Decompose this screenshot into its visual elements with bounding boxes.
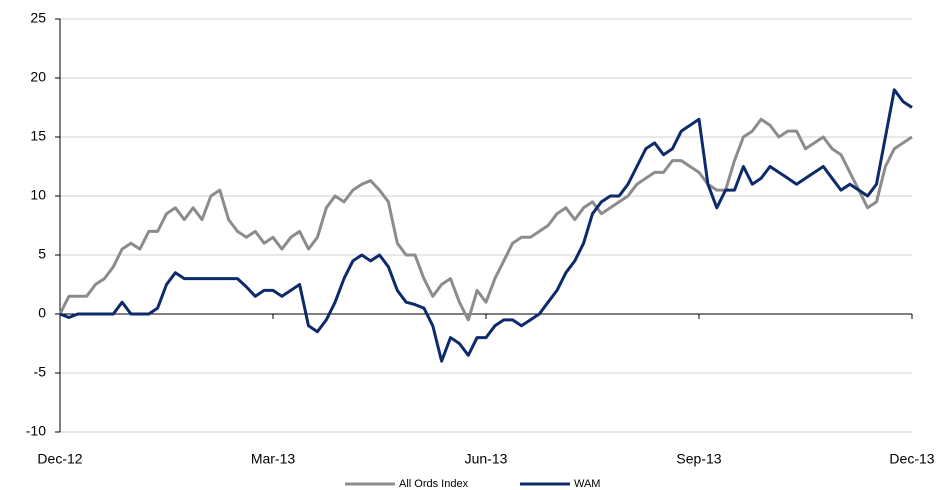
legend-label: WAM — [574, 478, 600, 490]
x-tick-label: Dec-12 — [37, 451, 82, 467]
y-tick-label: 15 — [30, 128, 46, 144]
x-tick-label: Dec-13 — [889, 451, 934, 467]
x-tick-label: Sep-13 — [676, 451, 721, 467]
y-tick-label: 0 — [38, 305, 46, 321]
y-tick-label: 20 — [30, 69, 46, 85]
y-tick-label: -5 — [34, 364, 47, 380]
y-tick-label: 25 — [30, 10, 46, 26]
y-tick-label: 10 — [30, 187, 46, 203]
y-tick-label: -10 — [26, 423, 46, 439]
y-tick-label: 5 — [38, 246, 46, 262]
series-line — [59, 88, 913, 363]
series-line — [58, 117, 913, 322]
x-tick-label: Mar-13 — [251, 451, 296, 467]
legend-label: All Ords Index — [399, 478, 469, 490]
x-tick-label: Jun-13 — [465, 451, 508, 467]
